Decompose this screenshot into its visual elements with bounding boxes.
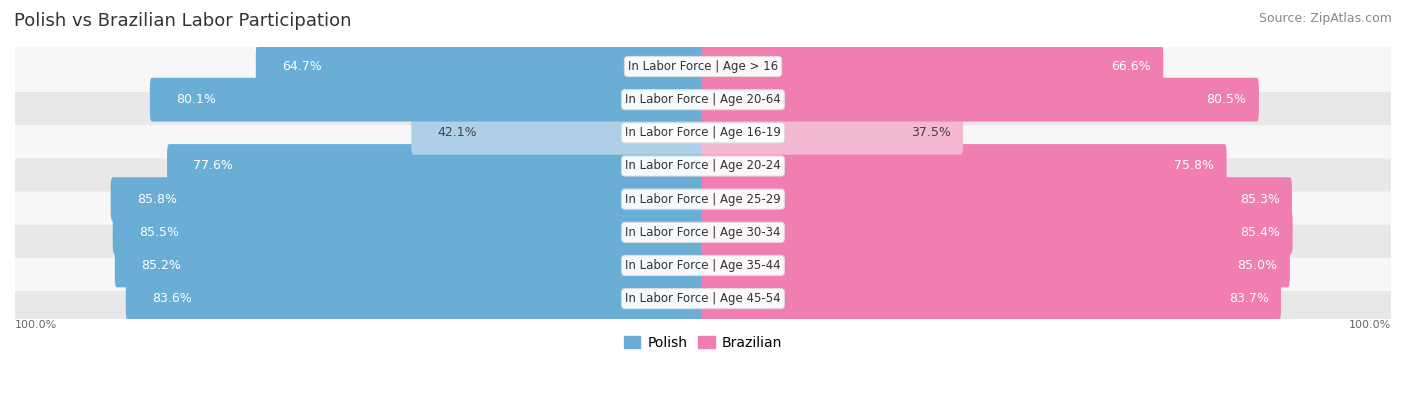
- FancyBboxPatch shape: [256, 45, 704, 88]
- FancyBboxPatch shape: [702, 277, 1281, 320]
- Text: 85.5%: 85.5%: [139, 226, 179, 239]
- FancyBboxPatch shape: [13, 174, 1393, 225]
- FancyBboxPatch shape: [13, 273, 1393, 324]
- FancyBboxPatch shape: [702, 45, 1163, 88]
- Text: In Labor Force | Age 30-34: In Labor Force | Age 30-34: [626, 226, 780, 239]
- Text: 75.8%: 75.8%: [1174, 160, 1215, 173]
- Text: 100.0%: 100.0%: [1348, 320, 1391, 330]
- FancyBboxPatch shape: [125, 277, 704, 320]
- Text: 64.7%: 64.7%: [283, 60, 322, 73]
- FancyBboxPatch shape: [13, 74, 1393, 125]
- Text: 85.4%: 85.4%: [1240, 226, 1281, 239]
- FancyBboxPatch shape: [111, 177, 704, 221]
- Text: 85.3%: 85.3%: [1240, 193, 1279, 206]
- FancyBboxPatch shape: [702, 144, 1226, 188]
- Text: 85.0%: 85.0%: [1237, 259, 1278, 272]
- FancyBboxPatch shape: [702, 177, 1292, 221]
- Text: 85.8%: 85.8%: [136, 193, 177, 206]
- FancyBboxPatch shape: [412, 111, 704, 155]
- FancyBboxPatch shape: [115, 244, 704, 287]
- Text: In Labor Force | Age > 16: In Labor Force | Age > 16: [628, 60, 778, 73]
- Legend: Polish, Brazilian: Polish, Brazilian: [619, 330, 787, 355]
- FancyBboxPatch shape: [13, 240, 1393, 291]
- FancyBboxPatch shape: [150, 78, 704, 122]
- Text: 85.2%: 85.2%: [141, 259, 181, 272]
- Text: 42.1%: 42.1%: [437, 126, 477, 139]
- Text: 83.7%: 83.7%: [1229, 292, 1268, 305]
- Text: Polish vs Brazilian Labor Participation: Polish vs Brazilian Labor Participation: [14, 12, 352, 30]
- FancyBboxPatch shape: [702, 211, 1292, 254]
- Text: In Labor Force | Age 35-44: In Labor Force | Age 35-44: [626, 259, 780, 272]
- Text: 100.0%: 100.0%: [15, 320, 58, 330]
- FancyBboxPatch shape: [13, 207, 1393, 258]
- Text: 80.1%: 80.1%: [176, 93, 217, 106]
- FancyBboxPatch shape: [702, 78, 1258, 122]
- Text: 83.6%: 83.6%: [152, 292, 191, 305]
- FancyBboxPatch shape: [702, 244, 1289, 287]
- FancyBboxPatch shape: [13, 41, 1393, 92]
- FancyBboxPatch shape: [167, 144, 704, 188]
- FancyBboxPatch shape: [112, 211, 704, 254]
- Text: 66.6%: 66.6%: [1111, 60, 1152, 73]
- Text: In Labor Force | Age 25-29: In Labor Force | Age 25-29: [626, 193, 780, 206]
- Text: 80.5%: 80.5%: [1206, 93, 1247, 106]
- Text: In Labor Force | Age 20-24: In Labor Force | Age 20-24: [626, 160, 780, 173]
- Text: 37.5%: 37.5%: [911, 126, 950, 139]
- Text: Source: ZipAtlas.com: Source: ZipAtlas.com: [1258, 12, 1392, 25]
- Text: 77.6%: 77.6%: [193, 160, 233, 173]
- Text: In Labor Force | Age 16-19: In Labor Force | Age 16-19: [626, 126, 780, 139]
- FancyBboxPatch shape: [702, 111, 963, 155]
- Text: In Labor Force | Age 45-54: In Labor Force | Age 45-54: [626, 292, 780, 305]
- FancyBboxPatch shape: [13, 107, 1393, 158]
- FancyBboxPatch shape: [13, 141, 1393, 192]
- Text: In Labor Force | Age 20-64: In Labor Force | Age 20-64: [626, 93, 780, 106]
